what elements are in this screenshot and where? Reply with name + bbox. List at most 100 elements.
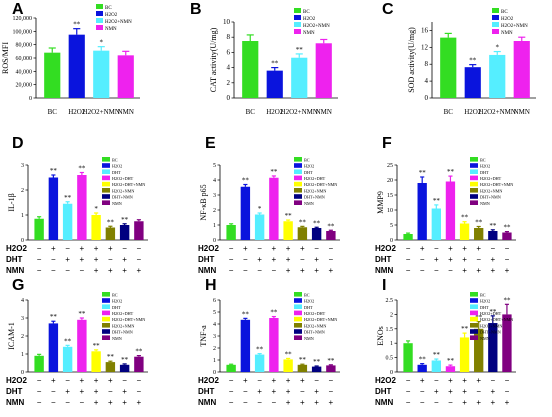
legend-swatch — [492, 22, 499, 27]
significance-mark: ** — [135, 348, 143, 356]
treatment-sign: + — [286, 244, 291, 253]
treatment-sign: − — [37, 376, 42, 385]
legend-label: H2O2+NMN — [480, 323, 502, 328]
treatment-sign: − — [137, 387, 142, 396]
bar — [488, 231, 498, 240]
legend-swatch — [470, 188, 478, 193]
treatment-sign: + — [272, 387, 277, 396]
bar — [266, 70, 283, 98]
x-tick-label: NMN — [514, 108, 530, 116]
x-tick-label: BC — [48, 108, 58, 116]
legend-swatch — [102, 163, 110, 168]
treatment-sign: + — [490, 387, 495, 396]
treatment-sign: + — [314, 398, 319, 407]
y-tick-label: 5 — [390, 223, 393, 229]
bar — [226, 364, 236, 372]
treatment-sign: − — [37, 266, 42, 275]
significance-mark: ** — [489, 222, 497, 230]
treatment-sign: − — [329, 376, 334, 385]
y-tick-label: 0 — [213, 238, 216, 244]
y-tick-label: 100,000 — [13, 29, 33, 35]
significance-mark: ** — [503, 224, 511, 232]
significance-mark: ** — [242, 310, 250, 318]
treatment-sign: + — [108, 398, 113, 407]
legend-label: H2O2+DHT — [112, 176, 134, 181]
significance-mark: ** — [285, 350, 293, 358]
legend-label: DHT+NMN — [304, 330, 325, 335]
y-tick-label: 0 — [21, 238, 24, 244]
y-tick-label: 2 — [21, 334, 24, 340]
bar — [134, 356, 144, 372]
treatment-row-label: NMN — [198, 266, 216, 275]
treatment-sign: − — [108, 387, 113, 396]
y-axis-label: SOD activity(U/mg) — [407, 27, 416, 93]
treatment-sign: − — [505, 387, 510, 396]
treatment-sign: − — [37, 398, 42, 407]
treatment-sign: − — [505, 255, 510, 264]
y-axis-label: IL-1β — [7, 193, 16, 211]
treatment-sign: + — [300, 376, 305, 385]
significance-mark: ** — [419, 356, 427, 364]
legend-swatch — [492, 8, 499, 13]
treatment-sign: − — [229, 244, 234, 253]
significance-mark: ** — [475, 219, 483, 227]
significance-mark: ** — [270, 309, 278, 317]
treatment-sign: + — [243, 244, 248, 253]
bar — [134, 221, 144, 240]
y-tick-label: 2 — [227, 79, 231, 87]
treatment-sign: + — [272, 376, 277, 385]
legend-label: H2O2+DHT+NMN — [480, 182, 513, 187]
legend-label: H2O2 — [480, 164, 490, 169]
treatment-sign: − — [406, 387, 411, 396]
bar — [283, 359, 293, 372]
legend-swatch — [470, 304, 478, 309]
treatment-row-label: DHT — [6, 387, 23, 396]
x-tick-label: H2O2+NMN — [479, 108, 516, 116]
treatment-sign: − — [243, 266, 248, 275]
treatment-row-label: DHT — [6, 255, 23, 264]
bar — [254, 354, 265, 372]
bar — [311, 366, 322, 372]
significance-mark: ** — [313, 219, 321, 227]
legend-swatch — [294, 323, 302, 328]
bar — [474, 328, 484, 372]
treatment-sign: − — [406, 244, 411, 253]
legend-swatch — [470, 157, 478, 162]
legend-label: H2O2 — [112, 299, 122, 304]
treatment-sign: − — [65, 266, 70, 275]
treatment-sign: + — [94, 398, 99, 407]
treatment-sign: − — [476, 387, 481, 396]
y-tick-label: 2 — [21, 188, 24, 194]
legend-swatch — [294, 22, 301, 27]
x-tick-label: H2O2 — [464, 108, 482, 116]
legend-label: BC — [480, 292, 486, 297]
treatment-sign: + — [300, 244, 305, 253]
y-tick-label: 8 — [227, 33, 231, 41]
treatment-sign: − — [434, 398, 439, 407]
significance-mark: * — [496, 44, 500, 52]
legend-label: DHT+NMN — [304, 195, 325, 200]
legend-label: NMN — [112, 201, 122, 206]
bar — [269, 177, 279, 240]
treatment-row-label: H2O2 — [375, 244, 396, 253]
treatment-row-label: NMN — [6, 398, 24, 407]
treatment-sign: + — [137, 266, 142, 275]
treatment-sign: + — [476, 244, 481, 253]
legend-label: H2O2 — [303, 17, 316, 22]
y-tick-label: 3 — [21, 163, 24, 169]
significance-mark: ** — [93, 342, 101, 350]
legend-swatch — [294, 15, 301, 20]
significance-mark: ** — [107, 353, 115, 361]
treatment-sign: + — [490, 398, 495, 407]
treatment-sign: − — [434, 244, 439, 253]
legend-label: H2O2+DHT — [304, 176, 326, 181]
significance-mark: ** — [327, 357, 335, 365]
treatment-sign: − — [108, 255, 113, 264]
legend-swatch — [470, 292, 478, 297]
legend-swatch — [470, 316, 478, 322]
y-tick-label: 1 — [21, 352, 24, 358]
treatment-sign: + — [108, 266, 113, 275]
bar — [91, 351, 101, 372]
bar — [93, 50, 110, 98]
legend-label: BC — [105, 6, 112, 11]
